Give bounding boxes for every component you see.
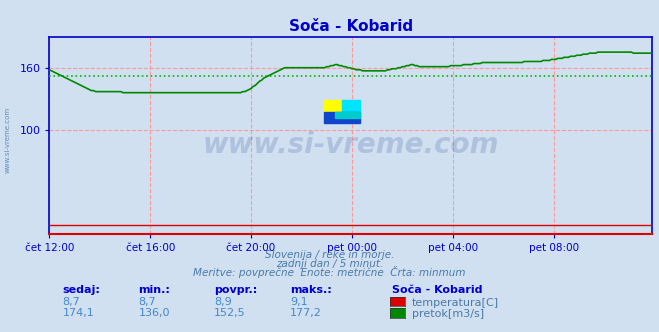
Text: 8,7: 8,7 — [63, 297, 80, 307]
Text: pretok[m3/s]: pretok[m3/s] — [412, 309, 484, 319]
Text: 8,9: 8,9 — [214, 297, 232, 307]
Text: 174,1: 174,1 — [63, 308, 94, 318]
Bar — [342, 100, 360, 112]
Text: 152,5: 152,5 — [214, 308, 246, 318]
Bar — [324, 100, 342, 112]
Text: Meritve: povprečne  Enote: metrične  Črta: minmum: Meritve: povprečne Enote: metrične Črta:… — [193, 266, 466, 278]
Text: zadnji dan / 5 minut.: zadnji dan / 5 minut. — [276, 259, 383, 269]
Text: 177,2: 177,2 — [290, 308, 322, 318]
Text: 9,1: 9,1 — [290, 297, 308, 307]
Text: www.si-vreme.com: www.si-vreme.com — [203, 131, 499, 159]
Text: min.:: min.: — [138, 285, 170, 295]
Text: povpr.:: povpr.: — [214, 285, 258, 295]
Text: 8,7: 8,7 — [138, 297, 156, 307]
Text: Soča - Kobarid: Soča - Kobarid — [392, 285, 482, 295]
Text: 136,0: 136,0 — [138, 308, 170, 318]
Title: Soča - Kobarid: Soča - Kobarid — [289, 19, 413, 34]
Text: Slovenija / reke in morje.: Slovenija / reke in morje. — [265, 250, 394, 260]
Text: maks.:: maks.: — [290, 285, 331, 295]
Text: sedaj:: sedaj: — [63, 285, 100, 295]
Text: www.si-vreme.com: www.si-vreme.com — [5, 106, 11, 173]
Bar — [324, 112, 360, 124]
Bar — [335, 112, 360, 118]
Text: temperatura[C]: temperatura[C] — [412, 298, 499, 308]
